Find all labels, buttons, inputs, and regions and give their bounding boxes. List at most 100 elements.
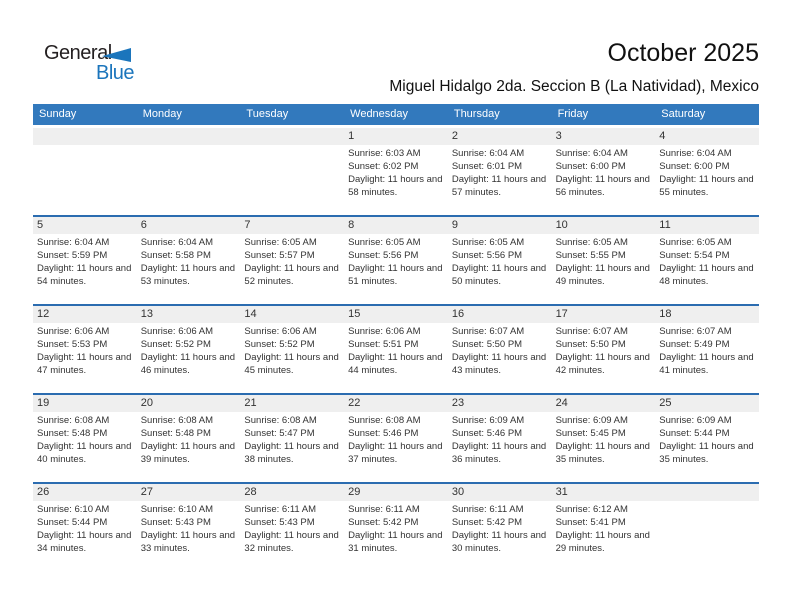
daylight-text: Daylight: 11 hours and 29 minutes. xyxy=(555,530,650,554)
daylight-text: Daylight: 11 hours and 31 minutes. xyxy=(348,530,443,554)
day-number: 1 xyxy=(344,128,448,145)
day-cell-12: 12 Sunrise: 6:06 AM Sunset: 5:53 PM Dayligh… xyxy=(33,306,137,393)
day-details: Sunrise: 6:05 AM Sunset: 5:55 PM Daylight:… xyxy=(552,234,656,288)
day-details xyxy=(240,145,344,147)
day-details: Sunrise: 6:05 AM Sunset: 5:56 PM Daylight:… xyxy=(344,234,448,288)
day-details: Sunrise: 6:07 AM Sunset: 5:50 PM Daylight:… xyxy=(552,323,656,377)
sunrise-text: Sunrise: 6:04 AM xyxy=(659,148,732,159)
sunset-text: Sunset: 5:43 PM xyxy=(140,517,211,528)
sunset-text: Sunset: 5:58 PM xyxy=(140,250,211,261)
sunrise-text: Sunrise: 6:06 AM xyxy=(348,326,421,337)
sunrise-text: Sunrise: 6:09 AM xyxy=(659,415,732,426)
day-cell-3: 3 Sunrise: 6:04 AM Sunset: 6:00 PM Daylight… xyxy=(551,128,656,215)
sunrise-text: Sunrise: 6:03 AM xyxy=(348,148,421,159)
sunset-text: Sunset: 5:43 PM xyxy=(244,517,315,528)
daylight-text: Daylight: 11 hours and 48 minutes. xyxy=(659,263,754,287)
daylight-text: Daylight: 11 hours and 57 minutes. xyxy=(451,174,547,198)
sunset-text: Sunset: 5:46 PM xyxy=(451,428,523,439)
day-details: Sunrise: 6:08 AM Sunset: 5:46 PM Daylight:… xyxy=(344,412,448,466)
day-details: Sunrise: 6:05 AM Sunset: 5:56 PM Daylight:… xyxy=(448,234,552,288)
daylight-text: Daylight: 11 hours and 32 minutes. xyxy=(244,530,339,554)
day-number: 27 xyxy=(136,484,241,501)
day-details: Sunrise: 6:04 AM Sunset: 5:59 PM Daylight:… xyxy=(33,234,137,288)
sunset-text: Sunset: 5:52 PM xyxy=(244,339,315,350)
day-number: 25 xyxy=(655,395,759,412)
daylight-text: Daylight: 11 hours and 47 minutes. xyxy=(37,352,132,376)
daylight-text: Daylight: 11 hours and 41 minutes. xyxy=(659,352,754,376)
day-number: 8 xyxy=(344,217,448,234)
sunset-text: Sunset: 5:53 PM xyxy=(37,339,108,350)
general-blue-logo: General Blue xyxy=(44,42,144,84)
location-subtitle: Miguel Hidalgo 2da. Seccion B (La Nativi… xyxy=(389,78,759,95)
sunrise-text: Sunrise: 6:05 AM xyxy=(555,237,628,248)
day-number: 2 xyxy=(447,128,552,145)
sunset-text: Sunset: 5:50 PM xyxy=(451,339,523,350)
day-cell-30: 30 Sunrise: 6:11 AM Sunset: 5:42 PM Dayligh… xyxy=(447,484,552,571)
day-number: 24 xyxy=(551,395,656,412)
empty-day-cell xyxy=(33,128,137,215)
daylight-text: Daylight: 11 hours and 56 minutes. xyxy=(555,174,650,198)
weekday-header-sunday: Sunday xyxy=(39,108,77,120)
sunrise-text: Sunrise: 6:10 AM xyxy=(140,504,214,515)
sunset-text: Sunset: 5:48 PM xyxy=(37,428,108,439)
weekday-header-monday: Monday xyxy=(142,108,182,120)
daylight-text: Daylight: 11 hours and 58 minutes. xyxy=(348,174,443,198)
sunrise-text: Sunrise: 6:08 AM xyxy=(37,415,110,426)
day-details: Sunrise: 6:09 AM Sunset: 5:44 PM Daylight:… xyxy=(655,412,759,466)
day-number: 26 xyxy=(33,484,137,501)
day-details: Sunrise: 6:10 AM Sunset: 5:43 PM Daylight:… xyxy=(137,501,241,555)
day-number: 22 xyxy=(344,395,448,412)
week-row: 1 Sunrise: 6:03 AM Sunset: 6:02 PM Daylight… xyxy=(33,128,759,215)
weekday-header-row: Sunday Monday Tuesday Wednesday Thursday… xyxy=(33,104,759,125)
day-cell-9: 9 Sunrise: 6:05 AM Sunset: 5:56 PM Daylight… xyxy=(447,217,552,304)
weekday-header-wednesday: Wednesday xyxy=(350,108,409,120)
day-number: 11 xyxy=(655,217,759,234)
daylight-text: Daylight: 11 hours and 45 minutes. xyxy=(244,352,339,376)
day-details xyxy=(655,501,759,503)
sunset-text: Sunset: 5:46 PM xyxy=(348,428,419,439)
day-cell-27: 27 Sunrise: 6:10 AM Sunset: 5:43 PM Dayligh… xyxy=(136,484,241,571)
sunrise-text: Sunrise: 6:10 AM xyxy=(37,504,110,515)
sunrise-text: Sunrise: 6:05 AM xyxy=(659,237,732,248)
day-details: Sunrise: 6:12 AM Sunset: 5:41 PM Daylight:… xyxy=(552,501,656,555)
day-cell-31: 31 Sunrise: 6:12 AM Sunset: 5:41 PM Dayligh… xyxy=(551,484,656,571)
page-title: October 2025 xyxy=(607,39,760,67)
day-details: Sunrise: 6:04 AM Sunset: 6:00 PM Daylight:… xyxy=(552,145,656,199)
sunset-text: Sunset: 5:49 PM xyxy=(659,339,730,350)
day-cell-13: 13 Sunrise: 6:06 AM Sunset: 5:52 PM Dayligh… xyxy=(136,306,241,393)
logo-text-blue: Blue xyxy=(96,62,135,84)
sunset-text: Sunset: 5:56 PM xyxy=(348,250,419,261)
daylight-text: Daylight: 11 hours and 35 minutes. xyxy=(659,441,754,465)
logo-text-general: General xyxy=(44,42,112,64)
day-number: 12 xyxy=(33,306,137,323)
day-cell-4: 4 Sunrise: 6:04 AM Sunset: 6:00 PM Daylight… xyxy=(655,128,759,215)
day-cell-10: 10 Sunrise: 6:05 AM Sunset: 5:55 PM Dayligh… xyxy=(551,217,656,304)
daylight-text: Daylight: 11 hours and 34 minutes. xyxy=(37,530,132,554)
day-cell-8: 8 Sunrise: 6:05 AM Sunset: 5:56 PM Daylight… xyxy=(344,217,448,304)
day-cell-20: 20 Sunrise: 6:08 AM Sunset: 5:48 PM Dayligh… xyxy=(136,395,241,482)
sunrise-text: Sunrise: 6:06 AM xyxy=(37,326,110,337)
sunset-text: Sunset: 5:48 PM xyxy=(140,428,211,439)
sunrise-text: Sunrise: 6:04 AM xyxy=(140,237,214,248)
empty-day-cell xyxy=(136,128,241,215)
day-cell-14: 14 Sunrise: 6:06 AM Sunset: 5:52 PM Dayligh… xyxy=(240,306,345,393)
weeks-container: 1 Sunrise: 6:03 AM Sunset: 6:02 PM Daylight… xyxy=(33,128,759,571)
day-cell-25: 25 Sunrise: 6:09 AM Sunset: 5:44 PM Dayligh… xyxy=(655,395,759,482)
day-number: 30 xyxy=(447,484,552,501)
day-details: Sunrise: 6:03 AM Sunset: 6:02 PM Daylight:… xyxy=(344,145,448,199)
sunrise-text: Sunrise: 6:07 AM xyxy=(659,326,732,337)
sunrise-text: Sunrise: 6:06 AM xyxy=(140,326,214,337)
daylight-text: Daylight: 11 hours and 44 minutes. xyxy=(348,352,443,376)
day-details xyxy=(33,145,137,147)
day-cell-6: 6 Sunrise: 6:04 AM Sunset: 5:58 PM Daylight… xyxy=(136,217,241,304)
day-cell-23: 23 Sunrise: 6:09 AM Sunset: 5:46 PM Dayligh… xyxy=(447,395,552,482)
day-number: 20 xyxy=(136,395,241,412)
day-number: 18 xyxy=(655,306,759,323)
daylight-text: Daylight: 11 hours and 38 minutes. xyxy=(244,441,339,465)
daylight-text: Daylight: 11 hours and 54 minutes. xyxy=(37,263,132,287)
day-number xyxy=(33,128,137,145)
weekday-header-tuesday: Tuesday xyxy=(246,108,289,120)
sunset-text: Sunset: 5:45 PM xyxy=(555,428,626,439)
daylight-text: Daylight: 11 hours and 36 minutes. xyxy=(451,441,547,465)
empty-day-cell xyxy=(240,128,345,215)
